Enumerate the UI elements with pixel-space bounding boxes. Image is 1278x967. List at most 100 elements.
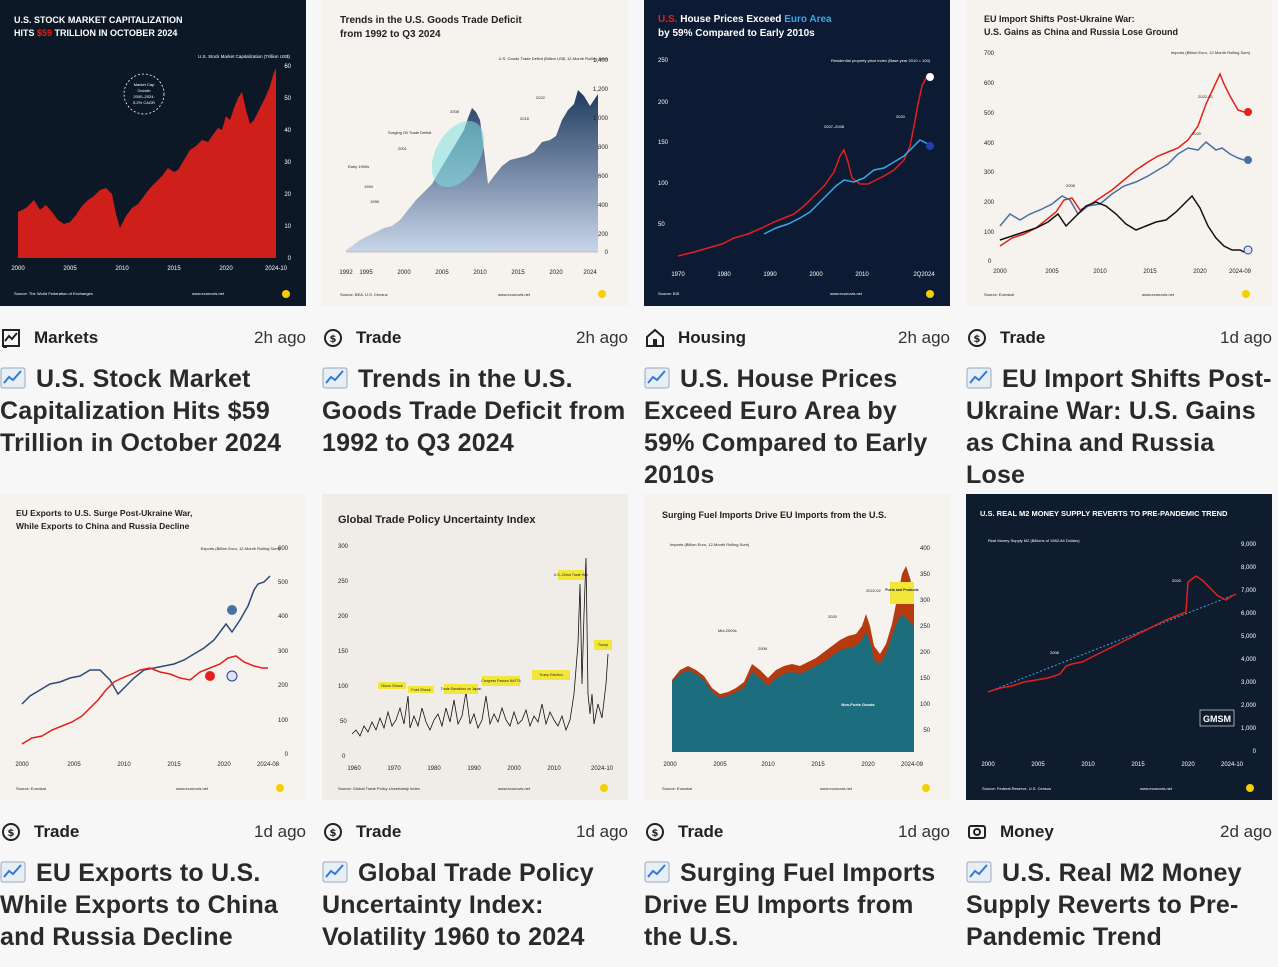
trade-icon: $ xyxy=(322,327,344,349)
article-thumbnail[interactable]: Trends in the U.S. Goods Trade Deficit f… xyxy=(322,0,628,306)
svg-text:400: 400 xyxy=(920,546,931,552)
y-tick-labels: 9,000 8,000 7,000 6,000 5,000 4,000 3,00… xyxy=(1241,542,1257,755)
svg-text:1995: 1995 xyxy=(370,199,380,204)
category-label[interactable]: Trade xyxy=(34,822,80,841)
article-title[interactable]: U.S. Real M2 Money Supply Reverts to Pre… xyxy=(966,859,1242,951)
article-thumbnail[interactable]: Global Trade Policy Uncertainty Index 30… xyxy=(322,494,628,800)
trade-icon: $ xyxy=(966,327,988,349)
article-card[interactable]: EU Import Shifts Post-Ukraine War: U.S. … xyxy=(966,0,1272,489)
article-card[interactable]: U.S. House Prices Exceed Euro Area by 59… xyxy=(644,0,950,489)
axis-label: U.S. Goods Trade Deficit (Billion US$, 1… xyxy=(499,56,609,61)
svg-text:50: 50 xyxy=(658,222,665,228)
article-thumbnail[interactable]: EU Exports to U.S. Surge Post-Ukraine Wa… xyxy=(0,494,306,800)
thumb-heading: Surging Fuel Imports Drive EU Imports fr… xyxy=(662,510,887,520)
thumb-heading: from 1992 to Q3 2024 xyxy=(340,29,441,40)
article-thumbnail[interactable]: Surging Fuel Imports Drive EU Imports fr… xyxy=(644,494,950,800)
article-title[interactable]: Global Trade Policy Uncertainty Index: V… xyxy=(322,859,594,951)
brand-logo-icon xyxy=(598,290,606,298)
svg-text:2007–2008: 2007–2008 xyxy=(824,124,845,129)
svg-text:4,000: 4,000 xyxy=(1241,657,1257,663)
svg-text:250: 250 xyxy=(658,58,669,64)
thumb-source: Source: The World Federation of Exchange… xyxy=(14,291,93,296)
svg-text:2010: 2010 xyxy=(547,766,561,772)
article-thumbnail[interactable]: U.S. House Prices Exceed Euro Area by 59… xyxy=(644,0,950,306)
svg-text:1,000: 1,000 xyxy=(593,116,609,122)
chart-emoji-icon xyxy=(0,365,26,389)
thumb-brand: www.econovis.net xyxy=(498,786,531,791)
svg-text:400: 400 xyxy=(278,614,289,620)
article-card[interactable]: EU Exports to U.S. Surge Post-Ukraine Wa… xyxy=(0,494,306,951)
timestamp: 2h ago xyxy=(576,328,628,347)
svg-text:Fuels and Products: Fuels and Products xyxy=(885,588,918,592)
svg-text:2010: 2010 xyxy=(855,272,869,278)
article-thumbnail[interactable]: U.S. STOCK MARKET CAPITALIZATION HITS $5… xyxy=(0,0,306,306)
article-card[interactable]: Surging Fuel Imports Drive EU Imports fr… xyxy=(644,494,950,951)
article-meta: $ Trade 1d ago xyxy=(322,815,628,849)
svg-text:2000: 2000 xyxy=(507,766,521,772)
svg-text:U.S.-China Trade War: U.S.-China Trade War xyxy=(554,573,589,577)
x-tick-labels: 2000 2005 2010 2015 2020 2024-09 xyxy=(663,762,923,768)
china-flag-icon xyxy=(205,671,215,681)
article-title[interactable]: U.S. House Prices Exceed Euro Area by 59… xyxy=(644,365,928,489)
category-label[interactable]: Money xyxy=(1000,822,1054,841)
article-title[interactable]: U.S. Stock Market Capitalization Hits $5… xyxy=(0,365,282,457)
chart-emoji-icon xyxy=(0,859,26,883)
svg-text:50: 50 xyxy=(284,96,291,102)
svg-text:5.2% CAGR: 5.2% CAGR xyxy=(133,100,155,105)
svg-text:2020: 2020 xyxy=(861,762,875,768)
svg-text:2008: 2008 xyxy=(450,109,460,114)
svg-text:1,400: 1,400 xyxy=(593,58,609,64)
thumb-heading: HITS $59 TRILLION IN OCTOBER 2024 xyxy=(14,28,177,38)
thumb-brand: www.econovis.net xyxy=(1140,786,1173,791)
timestamp: 2h ago xyxy=(254,328,306,347)
svg-text:0: 0 xyxy=(605,250,609,256)
svg-text:2000: 2000 xyxy=(15,762,29,768)
article-meta: Housing 2h ago xyxy=(644,321,950,355)
svg-text:2024-10: 2024-10 xyxy=(265,266,288,272)
svg-text:Ford Shock: Ford Shock xyxy=(411,688,431,692)
thumb-brand: www.econovis.net xyxy=(820,786,853,791)
article-thumbnail[interactable]: EU Import Shifts Post-Ukraine War: U.S. … xyxy=(966,0,1272,306)
article-card[interactable]: U.S. REAL M2 MONEY SUPPLY REVERTS TO PRE… xyxy=(966,494,1272,951)
svg-text:10: 10 xyxy=(284,224,291,230)
thumb-brand: www.econovis.net xyxy=(176,786,209,791)
svg-text:60: 60 xyxy=(284,64,291,70)
article-meta: $ Trade 1d ago xyxy=(644,815,950,849)
category-label[interactable]: Trade xyxy=(1000,328,1046,347)
thumb-source: Source: Global Trade Policy Uncertainty … xyxy=(338,786,420,791)
timestamp: 2d ago xyxy=(1220,822,1272,841)
category-label[interactable]: Trade xyxy=(678,822,724,841)
y-tick-labels: 600 500 400 300 200 100 0 xyxy=(278,546,289,758)
svg-text:0: 0 xyxy=(342,754,346,760)
thumb-heading: U.S. STOCK MARKET CAPITALIZATION xyxy=(14,15,183,25)
article-card[interactable]: Global Trade Policy Uncertainty Index 30… xyxy=(322,494,628,951)
article-thumbnail[interactable]: U.S. REAL M2 MONEY SUPPLY REVERTS TO PRE… xyxy=(966,494,1272,800)
svg-text:1970: 1970 xyxy=(671,272,685,278)
trade-icon: $ xyxy=(322,821,344,843)
thumb-heading: U.S. Gains as China and Russia Lose Grou… xyxy=(984,27,1178,37)
category-label[interactable]: Trade xyxy=(356,822,402,841)
article-title[interactable]: EU Import Shifts Post-Ukraine War: U.S. … xyxy=(966,365,1272,489)
article-title[interactable]: Trends in the U.S. Goods Trade Deficit f… xyxy=(322,365,626,457)
svg-text:GMSM: GMSM xyxy=(1203,714,1231,724)
category-label[interactable]: Housing xyxy=(678,328,746,347)
svg-text:600: 600 xyxy=(598,174,609,180)
svg-text:100: 100 xyxy=(338,684,349,690)
svg-text:Nixon Shock: Nixon Shock xyxy=(381,684,402,688)
svg-text:2020: 2020 xyxy=(219,266,233,272)
article-card[interactable]: Trends in the U.S. Goods Trade Deficit f… xyxy=(322,0,628,457)
svg-text:2015: 2015 xyxy=(167,266,181,272)
svg-text:1970: 1970 xyxy=(387,766,401,772)
article-title[interactable]: Surging Fuel Imports Drive EU Imports fr… xyxy=(644,859,936,951)
article-title[interactable]: EU Exports to U.S. While Exports to Chin… xyxy=(0,859,279,951)
article-card[interactable]: U.S. STOCK MARKET CAPITALIZATION HITS $5… xyxy=(0,0,306,457)
x-tick-labels: 1960 1970 1980 1990 2000 2010 2024-10 xyxy=(347,766,613,772)
svg-text:2024-10: 2024-10 xyxy=(1221,762,1244,768)
category-label[interactable]: Markets xyxy=(34,328,99,347)
thumb-heading: Trends in the U.S. Goods Trade Deficit xyxy=(340,15,522,26)
svg-text:Trump: Trump xyxy=(598,643,608,647)
category-label[interactable]: Trade xyxy=(356,328,402,347)
china-flag-icon xyxy=(1244,108,1252,116)
thumb-brand: www.econovis.net xyxy=(1142,292,1175,297)
svg-text:2000: 2000 xyxy=(809,272,823,278)
